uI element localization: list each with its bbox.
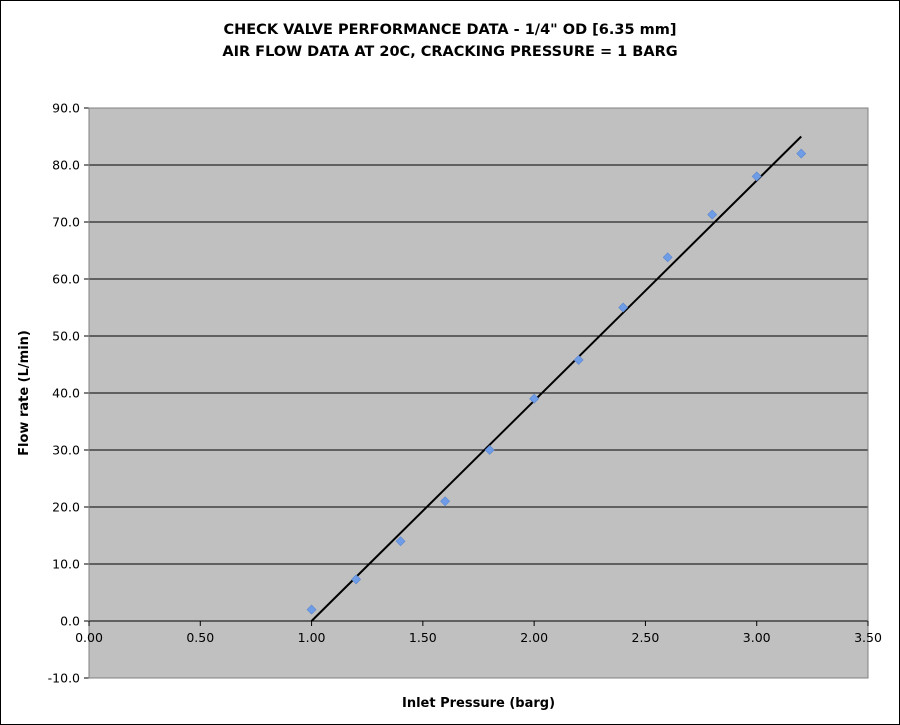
y-tick-label: 10.0 [52, 557, 80, 572]
plot-border [88, 107, 869, 679]
y-tick-label: 60.0 [52, 272, 80, 287]
y-tick-label: 20.0 [52, 500, 80, 515]
x-tick-label: 1.50 [409, 630, 437, 645]
y-axis-label: Flow rate (L/min) [17, 330, 32, 456]
y-tick-labels: -10.0 0.0 10.0 20.0 30.0 40.0 50.0 60.0 70.0 80.0… [48, 101, 80, 686]
data-point [751, 171, 762, 182]
y-tick-label: -10.0 [48, 671, 80, 686]
y-tick-label: 30.0 [52, 443, 80, 458]
x-tick-label: 2.00 [520, 630, 548, 645]
y-tick-label: 0.0 [60, 614, 80, 629]
data-point [440, 496, 451, 507]
y-tick-label: 40.0 [52, 386, 80, 401]
x-tick-label: 1.00 [298, 630, 326, 645]
data-point [395, 536, 406, 547]
y-tick-label: 80.0 [52, 158, 80, 173]
data-points [306, 148, 807, 615]
data-point [484, 445, 495, 455]
x-tick-label: 0.50 [186, 630, 214, 645]
x-tick-label: 2.50 [632, 630, 660, 645]
trendline-group [310, 135, 802, 622]
chart-subtitle: AIR FLOW DATA AT 20C, CRACKING PRESSURE … [222, 44, 678, 60]
y-tick-label: 50.0 [52, 329, 80, 344]
chart-title: CHECK VALVE PERFORMANCE DATA - 1/4" OD [… [223, 22, 677, 38]
x-tick-label: 3.50 [854, 630, 882, 645]
data-point [796, 148, 807, 159]
data-point [529, 393, 540, 404]
data-point [662, 252, 673, 263]
x-tick-label: 3.00 [743, 630, 771, 645]
trendline [310, 135, 802, 622]
data-point [618, 302, 629, 313]
data-point [306, 604, 317, 615]
axes [88, 107, 869, 679]
data-point [707, 209, 718, 220]
y-tick-label: 90.0 [52, 101, 80, 116]
x-tick-labels: 0.00 0.50 1.00 1.50 2.00 2.50 3.00 3.50 [75, 621, 882, 645]
data-point [573, 355, 584, 365]
x-axis-label: Inlet Pressure (barg) [402, 696, 555, 711]
data-point [351, 574, 362, 585]
y-tick-label: 70.0 [52, 215, 80, 230]
x-tick-label: 0.00 [75, 630, 103, 645]
